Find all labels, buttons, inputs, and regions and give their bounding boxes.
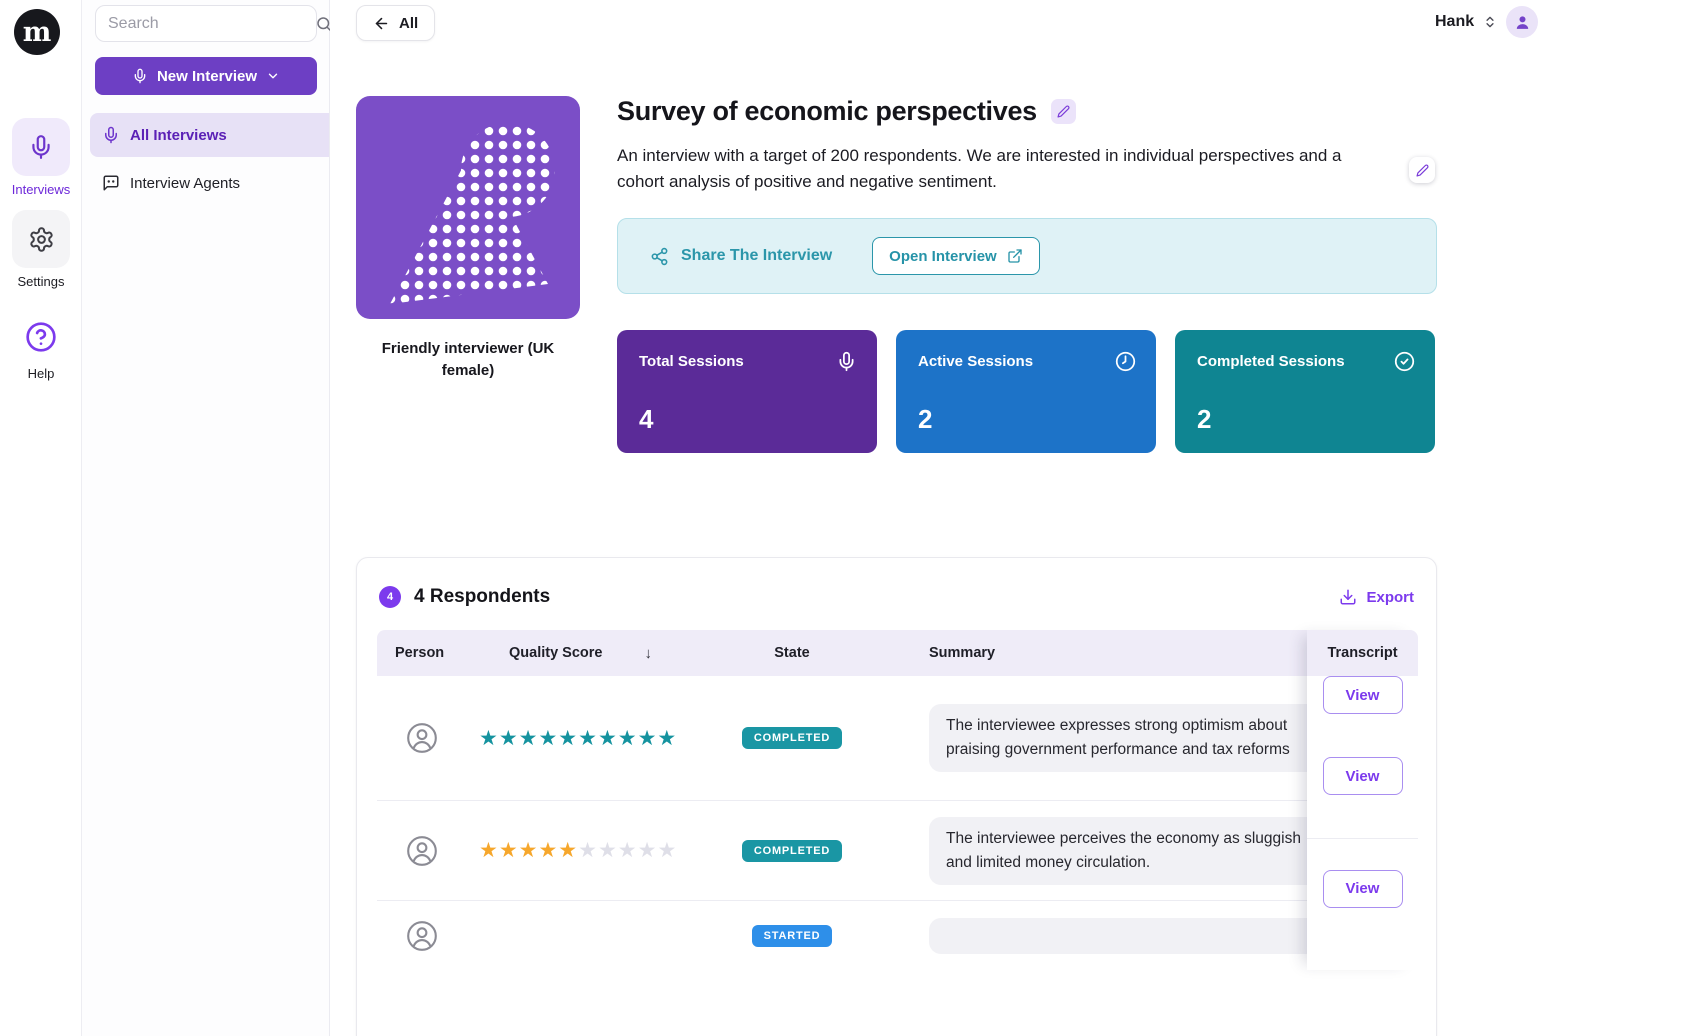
nav-rail: m Interviews Settings Help (0, 0, 82, 1036)
transcript-cell: View (1307, 676, 1418, 714)
transcript-cell: View (1307, 838, 1418, 938)
sidebar-item-interview-agents[interactable]: Interview Agents (90, 161, 329, 205)
stat-value: 2 (918, 404, 933, 434)
chevron-down-icon (266, 69, 280, 83)
edit-title-button[interactable] (1050, 99, 1076, 124)
gear-icon (28, 226, 55, 253)
rail-item-help[interactable] (12, 308, 70, 366)
respondent-count-badge: 4 (379, 586, 401, 608)
user-name: Hank (1435, 13, 1475, 30)
chevrons-up-down-icon[interactable] (1483, 15, 1497, 29)
transcript-column: Transcript View View View (1307, 630, 1418, 970)
sidebar-item-label: All Interviews (130, 126, 227, 144)
stat-label: Completed Sessions (1197, 353, 1345, 370)
share-interview-label: Share The Interview (681, 247, 833, 264)
respondents-rows: ★★★★★★★★★★ COMPLETED The interviewee expre… (377, 676, 1418, 970)
external-link-icon (1008, 249, 1022, 263)
microphone-icon (102, 126, 120, 144)
halftone-person-illustration (390, 123, 555, 304)
stat-label: Total Sessions (639, 353, 744, 370)
respondents-table: Person Quality Score ↓ State Summary ★★★… (377, 630, 1418, 970)
sidebar-item-all-interviews[interactable]: All Interviews (90, 113, 329, 157)
main-content: All Hank Friendly interviewer (UK female (330, 0, 1700, 1036)
brand-logo[interactable]: m (14, 9, 60, 55)
share-banner: Share The Interview Open Interview (617, 218, 1437, 294)
chat-bubble-icon (102, 174, 120, 192)
export-label: Export (1366, 588, 1414, 606)
user-menu[interactable]: Hank (1435, 6, 1539, 38)
page-title: Survey of economic perspectives (617, 96, 1037, 126)
person-avatar-icon (407, 723, 437, 753)
rail-item-settings[interactable] (12, 210, 70, 268)
logo-glyph: m (22, 16, 52, 48)
check-circle-icon (1394, 351, 1415, 372)
view-transcript-button[interactable]: View (1322, 869, 1403, 908)
stat-card-active-sessions: Active Sessions 2 (896, 330, 1156, 453)
rail-item-interviews[interactable] (12, 118, 70, 176)
quality-stars: ★★★★★★★★★★ (479, 726, 678, 750)
arrow-left-icon (373, 15, 390, 32)
stat-value: 2 (1197, 404, 1212, 434)
rail-label-settings: Settings (17, 274, 65, 289)
pencil-icon (1057, 105, 1070, 118)
transcript-col-cells: View View View (1307, 676, 1418, 938)
stat-card-completed-sessions: Completed Sessions 2 (1175, 330, 1435, 453)
col-header-person: Person (395, 645, 445, 661)
respondents-panel: 4 4 Respondents Export Person Quality Sc… (356, 557, 1437, 1036)
rail-label-interviews: Interviews (11, 182, 71, 197)
export-button[interactable]: Export (1339, 588, 1414, 606)
back-all-label: All (399, 14, 419, 32)
new-interview-label: New Interview (156, 67, 258, 85)
interview-description: An interview with a target of 200 respon… (617, 146, 1342, 191)
microphone-icon (28, 134, 54, 160)
pencil-icon (1415, 164, 1428, 177)
view-transcript-button[interactable]: View (1322, 676, 1403, 714)
person-avatar-icon (407, 920, 437, 951)
sort-descending-icon[interactable]: ↓ (644, 644, 652, 662)
microphone-icon (839, 351, 854, 372)
view-transcript-button[interactable]: View (1322, 757, 1403, 795)
stat-value: 4 (639, 404, 654, 434)
new-interview-button[interactable]: New Interview (95, 57, 317, 95)
sidebar-item-label: Interview Agents (130, 174, 241, 192)
share-icon (651, 247, 668, 265)
user-avatar[interactable] (1506, 6, 1539, 38)
edit-description-button[interactable] (1409, 157, 1435, 183)
microphone-icon (132, 68, 148, 84)
table-row: ★★★★★★★★★★ COMPLETED The interviewee expre… (377, 676, 1418, 800)
col-header-quality-score: Quality Score (509, 645, 603, 661)
transcript-cell: View (1307, 714, 1418, 838)
sidebar: New Interview All Interviews Interview A… (82, 0, 332, 1036)
col-header-transcript: Transcript (1307, 630, 1418, 676)
table-header: Person Quality Score ↓ State Summary (377, 630, 1418, 676)
search-box (95, 5, 332, 42)
stat-card-total-sessions: Total Sessions 4 (617, 330, 877, 453)
share-interview-link[interactable]: Share The Interview (650, 247, 832, 266)
stat-label: Active Sessions (918, 353, 1034, 370)
person-avatar-icon (407, 835, 437, 866)
help-circle-icon (25, 321, 57, 353)
open-interview-button[interactable]: Open Interview (872, 237, 1040, 275)
state-badge: STARTED (751, 924, 833, 947)
state-badge: COMPLETED (741, 727, 843, 749)
session-stats: Total Sessions 4 Active Sessions 2 Compl… (617, 330, 1437, 453)
state-badge: COMPLETED (741, 839, 843, 862)
table-row: STARTED (377, 900, 1418, 970)
col-header-summary: Summary (929, 645, 996, 661)
rail-label-help: Help (27, 366, 55, 381)
respondents-heading: 4 Respondents (414, 586, 551, 607)
open-interview-label: Open Interview (889, 247, 997, 265)
download-icon (1340, 589, 1356, 605)
col-header-state: State (774, 645, 810, 661)
person-icon (1516, 15, 1528, 29)
quality-stars: ★★★★★★★★★★ (479, 839, 678, 862)
clock-icon (1115, 351, 1136, 372)
search-input[interactable] (108, 14, 315, 33)
interviewer-avatar-image (356, 96, 580, 319)
back-all-button[interactable]: All (356, 5, 436, 41)
interviewer-caption: Friendly interviewer (UK female) (381, 340, 555, 379)
table-row: ★★★★★★★★★★ COMPLETED The interviewee perce… (377, 800, 1418, 900)
